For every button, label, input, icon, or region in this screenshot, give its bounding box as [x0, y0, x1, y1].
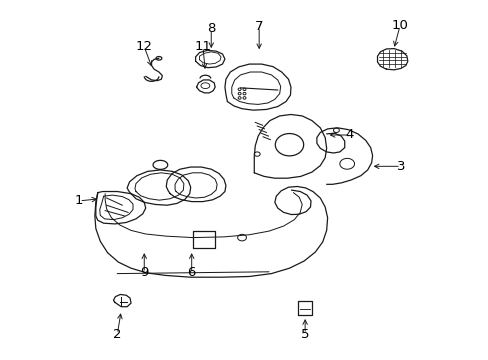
Text: 2: 2	[113, 328, 122, 341]
Text: 4: 4	[345, 129, 353, 141]
Text: 5: 5	[300, 328, 309, 341]
Text: 9: 9	[140, 266, 148, 279]
Text: 1: 1	[75, 194, 83, 207]
Text: 12: 12	[136, 40, 152, 53]
Text: 3: 3	[396, 160, 405, 173]
Text: 10: 10	[391, 19, 407, 32]
Text: 8: 8	[206, 22, 215, 35]
Text: 6: 6	[187, 266, 196, 279]
Text: 11: 11	[194, 40, 211, 53]
Text: 7: 7	[254, 21, 263, 33]
